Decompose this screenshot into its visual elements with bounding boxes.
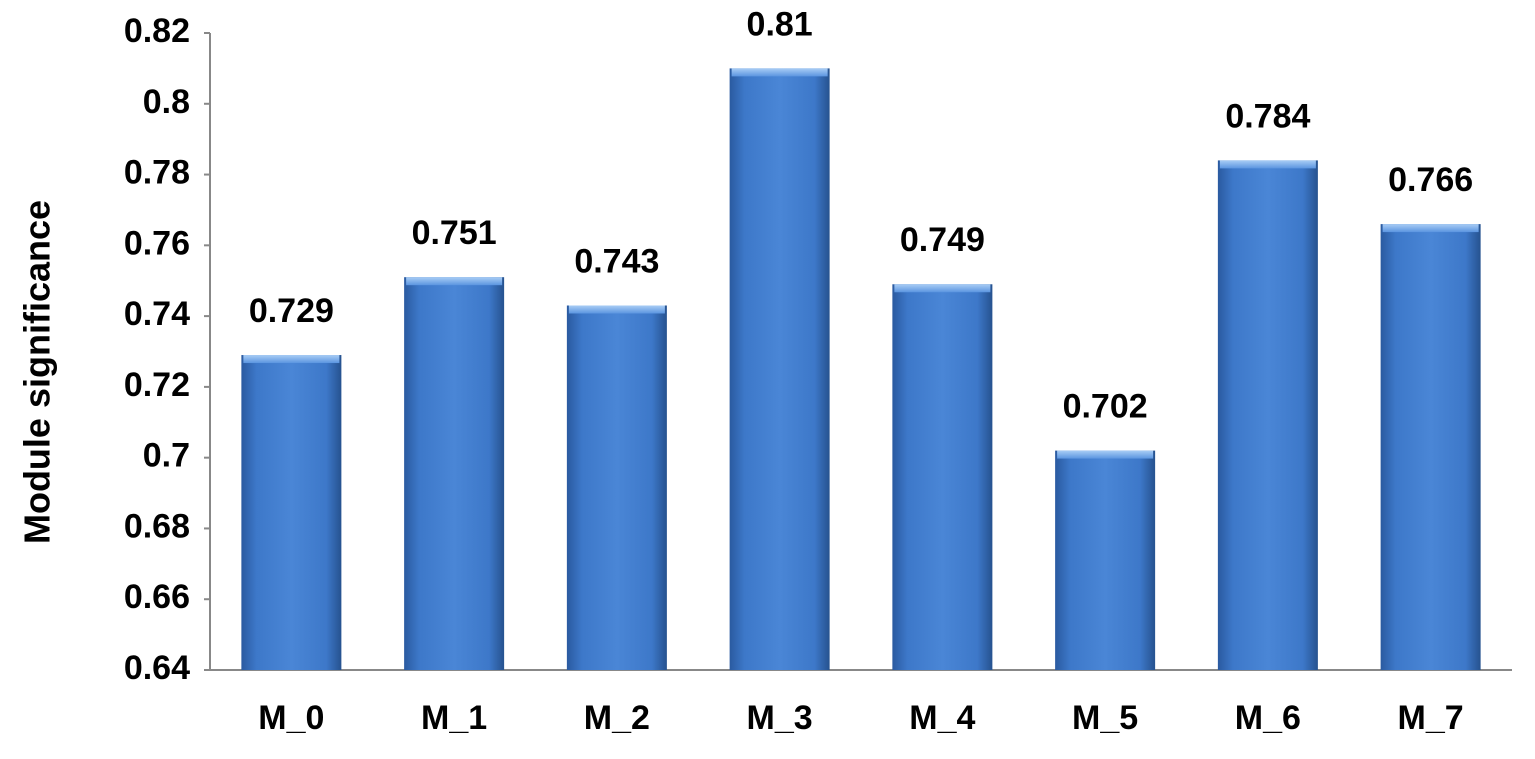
y-tick-label: 0.76: [124, 224, 190, 262]
x-tick-label: M_5: [1072, 699, 1138, 737]
bar: [729, 68, 830, 670]
value-label: 0.81: [747, 5, 813, 43]
bar-highlight: [568, 305, 665, 314]
x-tick-label: M_3: [747, 699, 813, 737]
y-tick-label: 0.8: [143, 83, 190, 121]
x-tick-label: M_4: [909, 699, 975, 737]
y-tick-label: 0.68: [124, 507, 190, 545]
value-label: 0.784: [1225, 97, 1310, 135]
y-tick-label: 0.78: [124, 154, 190, 192]
bar: [1380, 224, 1481, 670]
y-tick-label: 0.66: [124, 578, 190, 616]
bar-highlight: [1382, 224, 1479, 233]
x-tick-label: M_7: [1398, 699, 1464, 737]
y-tick-label: 0.7: [143, 437, 190, 475]
y-tick-label: 0.64: [124, 649, 190, 687]
bar-highlight: [243, 355, 340, 364]
bar-highlight: [406, 277, 503, 286]
bar-highlight: [1057, 450, 1154, 459]
bar: [404, 277, 505, 670]
x-tick-label: M_0: [258, 699, 324, 737]
y-tick-label: 0.74: [124, 295, 190, 333]
x-tick-label: M_1: [421, 699, 487, 737]
bar-highlight: [1219, 160, 1316, 169]
bar: [1055, 450, 1156, 670]
bar: [241, 355, 342, 670]
x-tick-label: M_6: [1235, 699, 1301, 737]
value-label: 0.766: [1388, 161, 1473, 199]
value-label: 0.743: [574, 242, 659, 280]
bar-highlight: [731, 68, 828, 77]
value-label: 0.751: [412, 214, 497, 252]
x-tick-label: M_2: [584, 699, 650, 737]
y-tick-label: 0.72: [124, 366, 190, 404]
bar: [1217, 160, 1318, 670]
value-label: 0.749: [900, 221, 985, 259]
y-tick-label: 0.82: [124, 12, 190, 50]
bar: [566, 305, 667, 670]
bar: [892, 284, 993, 670]
value-label: 0.729: [249, 292, 334, 330]
bar-highlight: [894, 284, 991, 293]
value-label: 0.702: [1063, 388, 1148, 426]
y-axis-title: Module significance: [17, 200, 58, 544]
